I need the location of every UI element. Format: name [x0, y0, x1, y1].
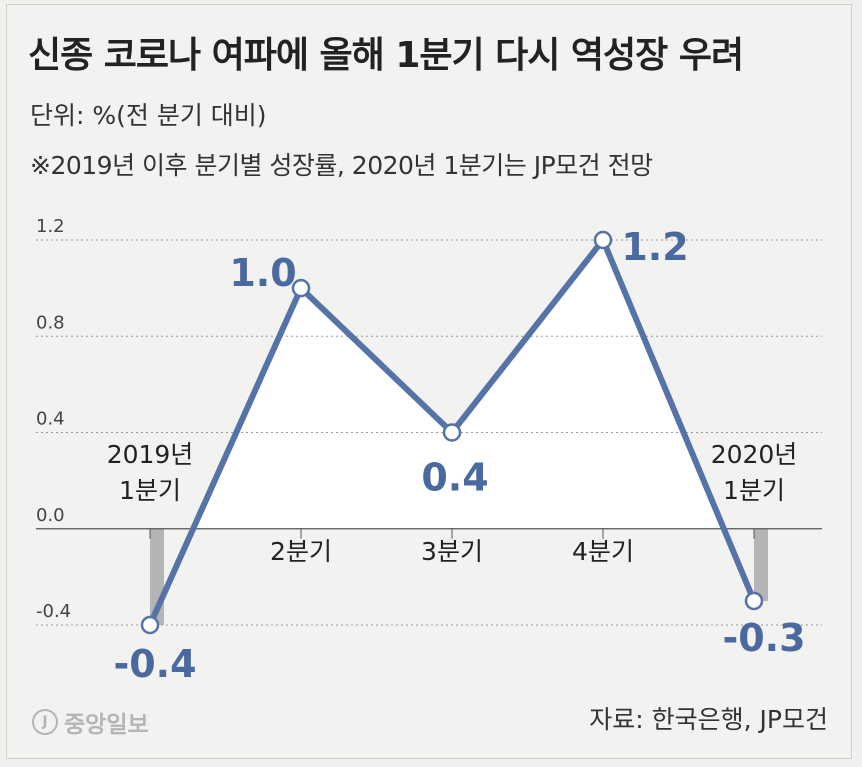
- negative-bar-5: [754, 528, 768, 601]
- data-point-4: [593, 230, 613, 250]
- data-label-2: 1.0: [229, 251, 296, 295]
- x-category-label-4: 4분기: [572, 537, 634, 566]
- chart-title: 신종 코로나 여파에 올해 1분기 다시 역성장 우려: [28, 35, 744, 76]
- logo-mark-icon: J: [32, 709, 58, 735]
- x-category-label-1: 2019년 1분기: [107, 440, 194, 505]
- y-tick-label-5: -0.4: [36, 601, 71, 622]
- unit-label: 단위: %(전 분기 대비): [30, 101, 267, 130]
- chart-note: ※2019년 이후 분기별 성장률, 2020년 1분기는 JP모건 전망: [30, 151, 653, 180]
- data-label-1: -0.4: [113, 642, 196, 686]
- y-tick-label-2: 0.8: [36, 312, 65, 333]
- x-category-label-5: 2020년 1분기: [711, 440, 798, 505]
- y-tick-label-4: 0.0: [36, 505, 65, 526]
- publisher-logo: J 중앙일보: [32, 705, 149, 739]
- y-tick-label-3: 0.4: [36, 409, 65, 430]
- data-point-1: [140, 615, 160, 635]
- x-category-label-3: 3분기: [421, 537, 483, 566]
- data-point-3: [442, 423, 462, 442]
- data-label-3: 0.4: [421, 456, 488, 500]
- x-category-label-2: 2분기: [270, 537, 332, 566]
- data-label-4: 1.2: [621, 225, 688, 269]
- y-tick-label-1: 1.2: [36, 216, 65, 237]
- data-point-5: [744, 591, 764, 611]
- data-point-2: [291, 278, 311, 298]
- data-label-5: -0.3: [722, 616, 805, 660]
- logo-text: 중앙일보: [64, 712, 149, 738]
- positive-area-fill: [150, 240, 754, 529]
- source-label: 자료: 한국은행, JP모건: [589, 705, 828, 734]
